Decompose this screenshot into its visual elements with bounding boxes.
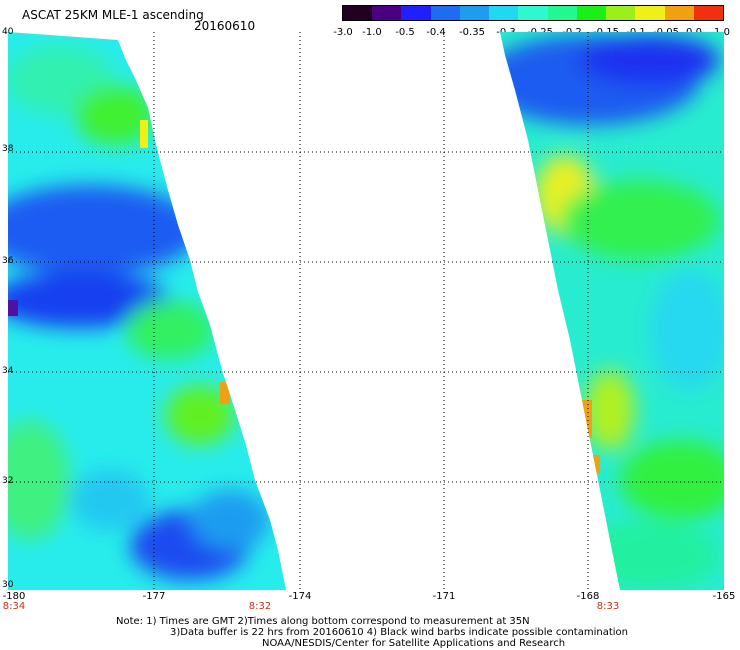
lon-label: -168	[576, 591, 600, 602]
time-label: 8:34	[2, 601, 26, 612]
lat-label: 30	[2, 580, 14, 590]
color-scale-swatch	[459, 6, 490, 20]
graticule	[8, 32, 724, 590]
color-scale-label: -3.0	[333, 27, 353, 38]
color-scale-label: -0.5	[395, 27, 415, 38]
color-scale-swatch	[547, 6, 577, 20]
lon-label: -180	[2, 591, 26, 602]
time-label: 8:32	[248, 601, 272, 612]
lon-label: -174	[288, 591, 312, 602]
footnote-line-2: 3)Data buffer is 22 hrs from 20160610 4)…	[170, 627, 628, 638]
color-scale-swatch	[401, 6, 431, 20]
product-date: 20160610	[194, 19, 256, 33]
footnote-line-1: Note: 1) Times are GMT 2)Times along bot…	[116, 616, 530, 627]
lat-label: 36	[2, 256, 14, 266]
color-scale-label: -0.4	[426, 27, 446, 38]
product-title: ASCAT 25KM MLE-1 ascending	[22, 8, 204, 22]
color-scale-label: -1.0	[362, 27, 382, 38]
lat-label: 38	[2, 144, 14, 154]
right-swath	[500, 32, 724, 590]
color-scale-swatch	[693, 6, 724, 20]
footnote-line-3: NOAA/NESDIS/Center for Satellite Applica…	[262, 638, 566, 649]
lon-label: -177	[142, 591, 166, 602]
color-scale-swatch	[372, 6, 402, 20]
color-scale-label: -0.35	[459, 27, 485, 38]
lat-label: 34	[2, 366, 14, 376]
left-swath	[8, 32, 286, 590]
color-scale-swatch	[606, 6, 636, 20]
lon-label: -165	[712, 591, 736, 602]
color-scale-swatch	[664, 6, 694, 20]
time-label: 8:33	[596, 601, 620, 612]
lat-label: 32	[2, 476, 14, 486]
color-scale-swatch	[635, 6, 665, 20]
color-scale-swatch	[343, 6, 373, 20]
lat-label: 40	[2, 27, 14, 37]
color-scale-swatch	[576, 6, 607, 20]
color-scale-swatch	[489, 6, 519, 20]
color-scale-bar	[342, 5, 724, 21]
lon-label: -171	[432, 591, 456, 602]
color-scale-swatch	[518, 6, 548, 20]
color-scale-swatch	[430, 6, 460, 20]
